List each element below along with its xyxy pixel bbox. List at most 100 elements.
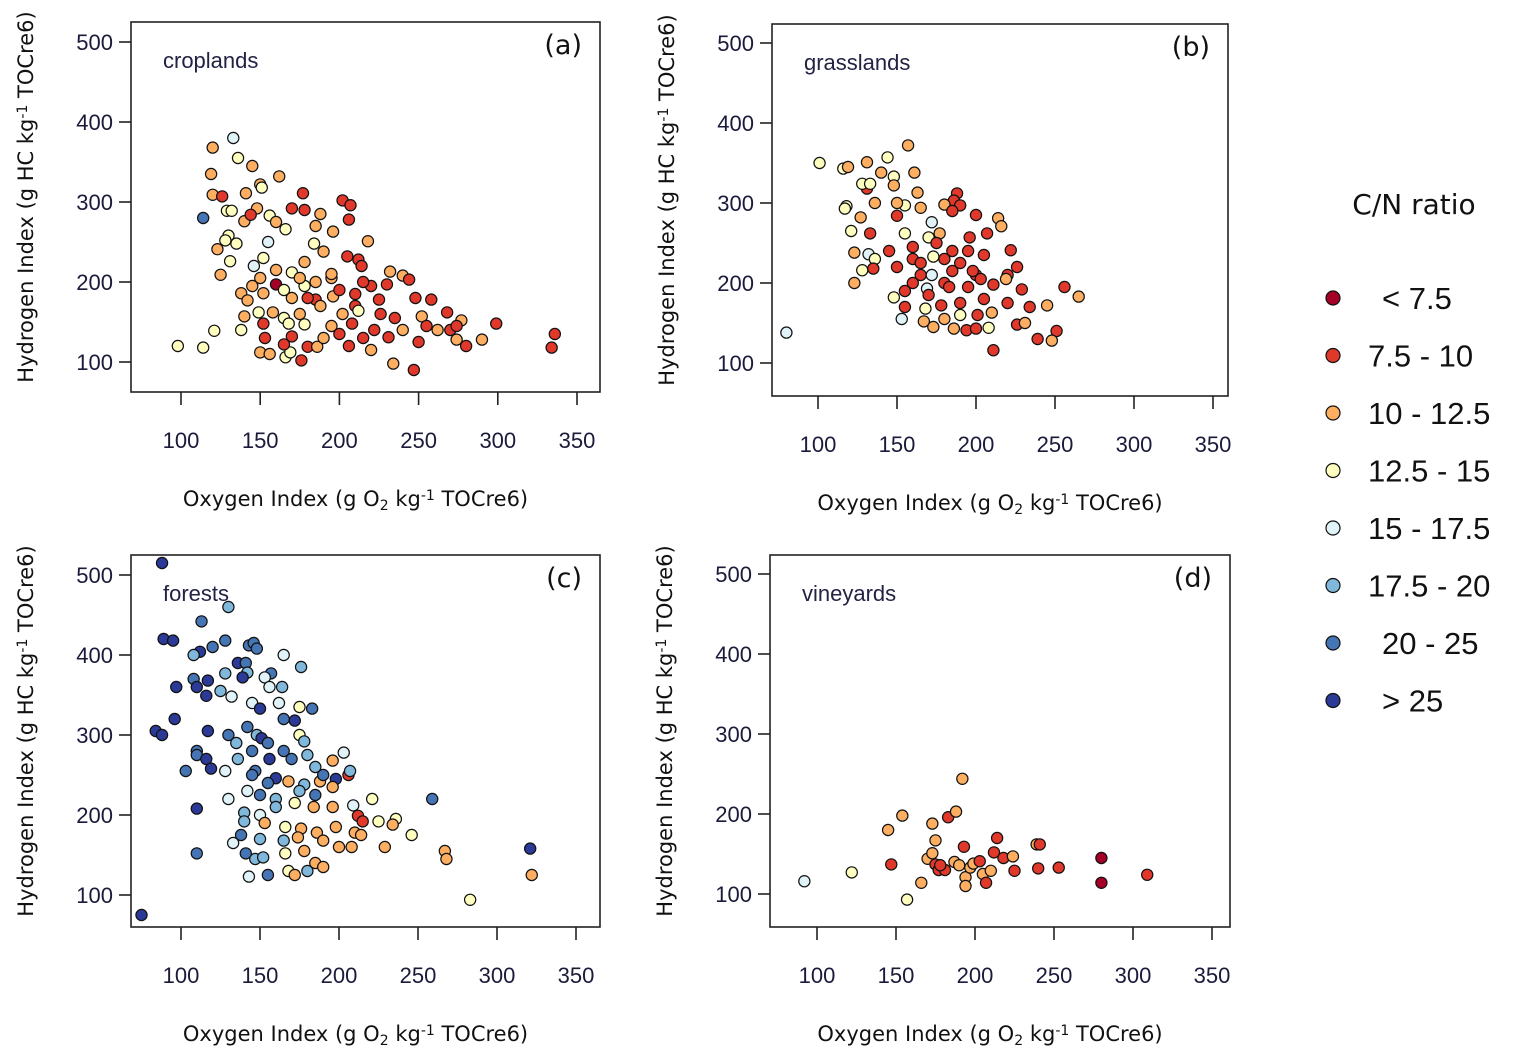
data-point xyxy=(352,304,365,317)
y-tick-label: 200 xyxy=(715,802,752,827)
data-point xyxy=(887,179,901,192)
data-point xyxy=(1040,299,1054,312)
x-tick-label: 100 xyxy=(163,963,200,988)
data-point xyxy=(171,339,185,353)
data-point xyxy=(273,170,286,183)
data-point xyxy=(845,866,858,879)
data-point xyxy=(1010,260,1024,274)
data-point xyxy=(179,764,192,778)
panel-grasslands: 100 200 300 400 500 100 150 200 250 300 350 Oxygen … xyxy=(655,14,1231,517)
legend-item: 12.5 - 15 xyxy=(1325,454,1490,489)
data-point xyxy=(908,166,921,179)
data-point xyxy=(1023,300,1036,314)
data-point xyxy=(261,736,275,750)
data-point xyxy=(310,826,324,839)
data-point xyxy=(254,271,267,285)
data-point xyxy=(206,141,219,154)
y-tick-label: 400 xyxy=(76,110,113,135)
data-point xyxy=(277,338,291,351)
x-tick-label: 200 xyxy=(958,432,995,457)
data-point xyxy=(388,311,402,325)
data-point xyxy=(204,762,218,775)
data-point xyxy=(1031,332,1044,346)
data-point xyxy=(225,690,238,703)
data-point xyxy=(230,736,243,750)
data-point xyxy=(257,251,270,265)
data-point xyxy=(301,864,314,878)
data-point xyxy=(277,648,290,662)
data-point xyxy=(285,202,299,215)
data-point xyxy=(275,680,289,694)
legend-marker xyxy=(1325,405,1341,421)
data-point xyxy=(525,868,538,882)
data-point xyxy=(882,244,896,258)
data-point xyxy=(190,802,203,815)
data-point xyxy=(293,307,306,321)
data-point xyxy=(1095,851,1108,865)
data-point xyxy=(409,291,422,305)
x-axis: 100 150 200 250 300 350 xyxy=(163,392,595,453)
data-point xyxy=(949,805,963,818)
legend-item: > 25 xyxy=(1325,684,1443,719)
data-point xyxy=(919,302,932,315)
data-point xyxy=(317,331,330,345)
legend-label: 20 - 25 xyxy=(1382,626,1479,661)
data-point xyxy=(1072,290,1085,303)
y-tick-label: 400 xyxy=(717,111,754,136)
data-point xyxy=(326,225,340,238)
data-point xyxy=(387,357,400,370)
data-point xyxy=(301,291,314,305)
data-point xyxy=(294,660,308,674)
data-point xyxy=(263,752,276,766)
x-tick-label: 350 xyxy=(558,963,595,988)
data-point xyxy=(237,815,251,828)
data-point xyxy=(915,876,928,890)
data-point xyxy=(309,219,322,233)
data-point xyxy=(347,799,360,812)
legend: C/N ratio < 7.5 7.5 - 10 10 - 12.5 12.5 - 1… xyxy=(1325,188,1490,719)
data-point xyxy=(279,222,292,236)
data-point xyxy=(1052,861,1065,874)
x-tick-label: 300 xyxy=(1115,963,1152,988)
data-point xyxy=(307,237,321,250)
data-point xyxy=(204,167,218,181)
data-point xyxy=(241,720,254,734)
legend-label: 10 - 12.5 xyxy=(1368,396,1490,431)
data-point xyxy=(396,323,409,337)
data-point xyxy=(942,280,956,294)
x-tick-label: 350 xyxy=(1195,432,1232,457)
panels: 100 200 300 400 500 100 150 200 250 300 350 Oxygen … xyxy=(14,11,1231,1048)
data-point xyxy=(201,724,215,738)
data-point xyxy=(277,712,290,726)
legend-marker xyxy=(1325,520,1341,536)
legend-marker xyxy=(1325,347,1341,364)
data-point xyxy=(155,556,169,570)
data-point xyxy=(219,634,232,647)
data-point xyxy=(301,748,314,762)
data-point xyxy=(426,792,439,806)
data-point xyxy=(222,600,235,614)
data-point xyxy=(860,155,874,169)
panel-letter: (a) xyxy=(544,30,582,61)
legend-label: 17.5 - 20 xyxy=(1368,569,1490,604)
panel-letter: (d) xyxy=(1174,563,1212,594)
data-point xyxy=(1045,334,1059,347)
data-point xyxy=(333,327,346,341)
y-tick-label: 300 xyxy=(715,722,752,747)
panel-name: forests xyxy=(163,581,229,606)
panel-letter: (b) xyxy=(1172,32,1210,63)
data-point xyxy=(813,156,826,170)
data-point xyxy=(798,875,811,888)
data-point xyxy=(206,640,219,654)
data-point xyxy=(954,308,967,322)
data-point xyxy=(450,319,463,333)
x-tick-label: 250 xyxy=(1036,963,1073,988)
data-point xyxy=(282,317,295,330)
data-point xyxy=(844,224,858,238)
data-point xyxy=(890,209,904,222)
data-points xyxy=(171,131,562,377)
data-point xyxy=(354,828,368,842)
x-tick-label: 100 xyxy=(163,428,200,453)
data-point xyxy=(946,204,959,218)
